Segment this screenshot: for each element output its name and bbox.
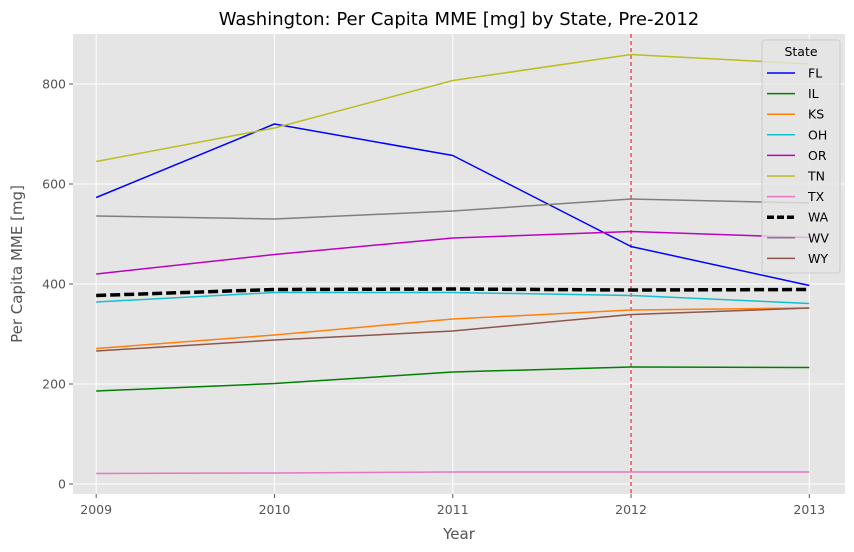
y-axis-ticks: 0 200 400 600 800: [42, 77, 73, 492]
x-axis-ticks: 2009 2010 2011 2012 2013: [80, 494, 825, 517]
series-line-wv: [96, 198, 810, 220]
legend-box: [761, 39, 841, 274]
y-tick-label: 800: [42, 77, 66, 92]
y-axis-label: Per Capita MME [mg]: [8, 185, 26, 343]
series-line-wy: [96, 307, 810, 352]
series-line-oh: [96, 291, 810, 305]
series-line-fl: [95, 123, 810, 287]
x-tick-label: 2009: [80, 502, 112, 517]
legend: State FL IL KS OH OR TN TX WA WV WY: [761, 39, 841, 274]
legend-label-fl: FL: [808, 66, 822, 81]
legend-label-tx: TX: [807, 189, 825, 204]
y-tick-label: 0: [58, 477, 66, 492]
series-line-tn: [96, 53, 810, 163]
x-tick-label: 2012: [615, 502, 647, 517]
x-axis-label: Year: [442, 525, 476, 543]
series-line-il: [96, 366, 810, 392]
y-tick-label: 600: [42, 177, 66, 192]
plot-area: [73, 34, 845, 494]
x-tick-label: 2010: [259, 502, 291, 517]
legend-label-il: IL: [808, 86, 819, 101]
legend-label-wv: WV: [808, 230, 829, 245]
legend-label-wa: WA: [808, 210, 829, 225]
series-line-or: [96, 230, 810, 275]
legend-label-or: OR: [808, 148, 827, 163]
y-tick-label: 400: [42, 277, 66, 292]
series-line-tx: [96, 471, 810, 475]
chart-title: Washington: Per Capita MME [mg] by State…: [219, 9, 700, 30]
grid: [73, 34, 845, 494]
legend-label-oh: OH: [808, 127, 827, 142]
legend-label-ks: KS: [808, 107, 824, 122]
legend-label-wy: WY: [808, 251, 828, 266]
legend-items: FL IL KS OH OR TN TX WA WV WY: [767, 66, 829, 266]
legend-title: State: [784, 44, 817, 59]
x-tick-label: 2013: [793, 502, 825, 517]
series-line-ks: [96, 307, 810, 350]
series-group: [95, 53, 810, 475]
legend-label-tn: TN: [807, 169, 825, 184]
x-tick-label: 2011: [437, 502, 469, 517]
series-line-wa: [96, 287, 810, 298]
y-tick-label: 200: [42, 377, 66, 392]
